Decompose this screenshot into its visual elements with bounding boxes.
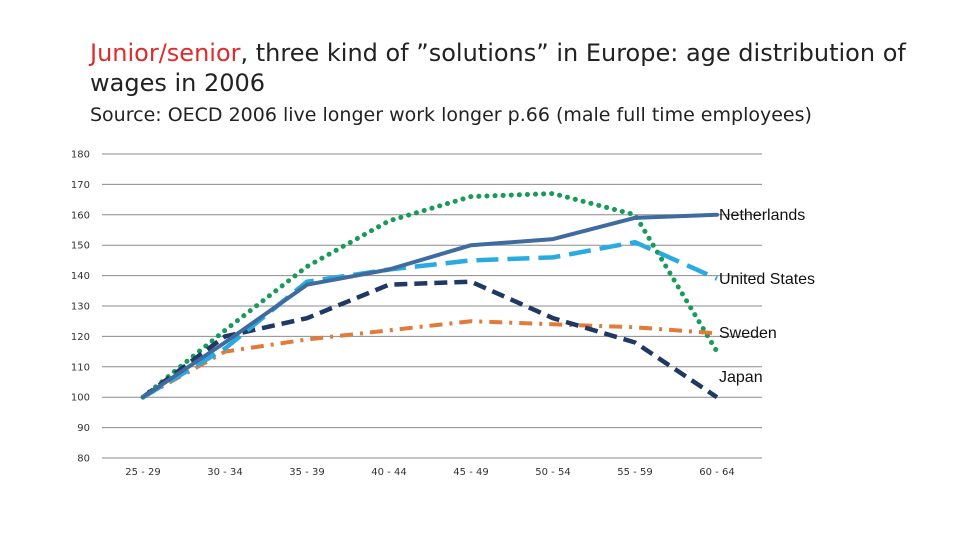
y-tick-label: 160 — [71, 210, 90, 221]
title-highlight: Junior/senior — [90, 39, 241, 67]
series-line-denmark — [140, 191, 720, 400]
y-tick-label: 140 — [71, 271, 90, 282]
x-tick-label: 35 - 39 — [289, 467, 324, 478]
title-rest: , three kind of ”solutions” in Europe: a… — [90, 39, 906, 97]
series-layer — [140, 191, 720, 400]
y-tick-label: 100 — [71, 393, 90, 404]
y-tick-label: 180 — [71, 150, 90, 161]
y-tick-label: 90 — [77, 423, 90, 434]
x-tick-label: 40 - 44 — [371, 467, 406, 478]
x-tick-label: 25 - 29 — [125, 467, 160, 478]
series-line-sweden — [142, 319, 718, 399]
page-title: Junior/senior, three kind of ”solutions”… — [90, 38, 910, 98]
series-line-united-states — [141, 239, 718, 400]
series-label-netherlands: Netherlands — [719, 207, 805, 224]
grid-layer — [102, 153, 762, 459]
series-line-netherlands — [141, 212, 719, 400]
y-axis-ticks: 180 170 160 150 140 130 120 110 100 90 80 — [71, 150, 90, 465]
series-label-united-states: United States — [719, 271, 815, 288]
x-tick-label: 30 - 34 — [207, 467, 242, 478]
x-axis-ticks: 25 - 29 30 - 34 35 - 39 40 - 44 45 - 49 50 - … — [125, 467, 734, 478]
y-tick-label: 170 — [71, 180, 90, 191]
x-tick-label: 60 - 64 — [699, 467, 734, 478]
y-tick-label: 150 — [71, 241, 90, 252]
y-tick-label: 80 — [77, 454, 90, 465]
y-tick-label: 120 — [71, 332, 90, 343]
y-tick-label: 110 — [71, 362, 90, 373]
series-label-sweden: Sweden — [719, 325, 777, 342]
x-tick-label: 55 - 59 — [617, 467, 652, 478]
y-tick-label: 130 — [71, 302, 90, 313]
x-tick-label: 45 - 49 — [453, 467, 488, 478]
series-label-japan: Japan — [719, 369, 763, 386]
series-labels: Netherlands United States Sweden Japan — [719, 207, 815, 386]
x-tick-label: 50 - 54 — [535, 467, 570, 478]
page-subtitle: Source: OECD 2006 live longer work longe… — [90, 104, 812, 126]
